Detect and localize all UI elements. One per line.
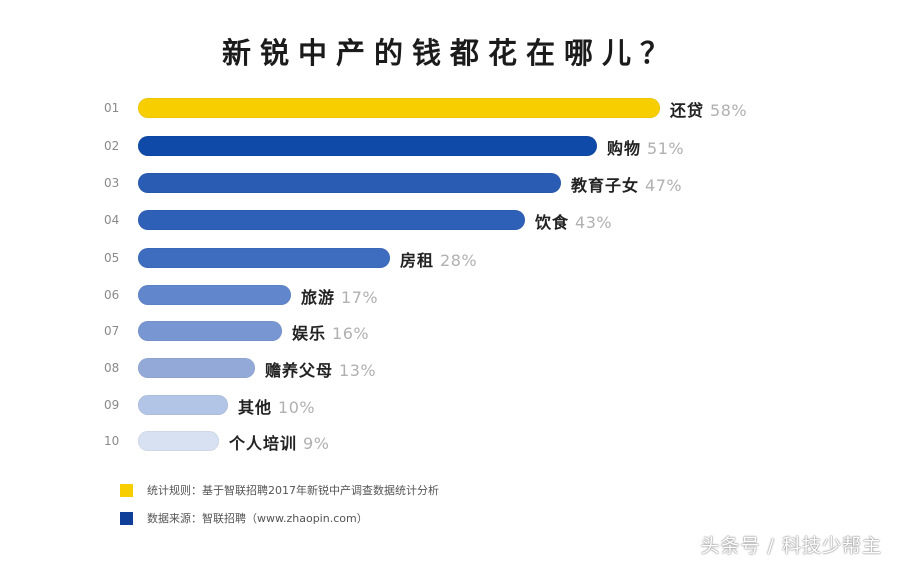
legend-item-rules: 统计规则：基于智联招聘2017年新锐中产调查数据统计分析 (120, 482, 439, 498)
category-label: 娱乐 16% (292, 320, 369, 344)
value-label: 17% (341, 288, 379, 307)
watermark: 头条号 / 科技少帮主 (700, 535, 882, 557)
value-label: 16% (332, 324, 370, 343)
bar-row: 10 个人培训 9% (0, 431, 900, 453)
bar (138, 285, 291, 305)
rank-label: 05 (104, 251, 120, 265)
category-name: 其他 (238, 398, 273, 417)
bar-row: 08 赡养父母 13% (0, 358, 900, 380)
category-name: 购物 (607, 139, 642, 158)
bar-row: 04 饮食 43% (0, 210, 900, 232)
category-name: 教育子女 (571, 176, 640, 195)
bar (138, 248, 390, 268)
value-label: 58% (710, 101, 748, 120)
chart-title: 新锐中产的钱都花在哪儿？ (221, 36, 678, 70)
rank-label: 04 (104, 213, 120, 227)
category-label: 教育子女 47% (571, 172, 682, 196)
bar-row: 02 购物 51% (0, 136, 900, 158)
legend-swatch-yellow (120, 483, 133, 497)
rank-label: 08 (104, 361, 120, 375)
bar (138, 98, 660, 118)
category-name: 饮食 (535, 213, 570, 232)
bar (138, 210, 525, 230)
legend-item-source: 数据来源：智联招聘（www.zhaopin.com） (120, 510, 368, 526)
bar-row: 03 教育子女 47% (0, 173, 900, 195)
category-name: 个人培训 (229, 434, 298, 453)
bar-row: 06 旅游 17% (0, 285, 900, 307)
legend-label: 数据来源：智联招聘（www.zhaopin.com） (147, 512, 368, 525)
category-label: 购物 51% (607, 135, 684, 159)
value-label: 10% (278, 398, 316, 417)
category-label: 其他 10% (238, 394, 315, 418)
bar (138, 173, 561, 193)
rank-label: 01 (104, 101, 120, 115)
bar-row: 09 其他 10% (0, 395, 900, 417)
rank-label: 07 (104, 324, 120, 338)
category-name: 娱乐 (292, 324, 327, 343)
bar-row: 07 娱乐 16% (0, 321, 900, 343)
bar-row: 01 还贷 58% (0, 98, 900, 120)
bar (138, 431, 219, 451)
category-label: 房租 28% (400, 247, 477, 271)
rank-label: 09 (104, 398, 120, 412)
category-label: 赡养父母 13% (265, 357, 376, 381)
category-name: 旅游 (301, 288, 336, 307)
value-label: 51% (647, 139, 685, 158)
bar-row: 05 房租 28% (0, 248, 900, 270)
legend-label: 统计规则：基于智联招聘2017年新锐中产调查数据统计分析 (147, 484, 439, 497)
rank-label: 02 (104, 139, 120, 153)
legend-swatch-blue (120, 511, 133, 525)
value-label: 47% (645, 176, 683, 195)
bar (138, 395, 228, 415)
rank-label: 06 (104, 288, 120, 302)
rank-label: 03 (104, 176, 120, 190)
value-label: 43% (575, 213, 613, 232)
category-name: 还贷 (670, 101, 705, 120)
rank-label: 10 (104, 434, 120, 448)
value-label: 13% (339, 361, 377, 380)
category-label: 还贷 58% (670, 97, 747, 121)
value-label: 28% (440, 251, 478, 270)
category-label: 饮食 43% (535, 209, 612, 233)
value-label: 9% (303, 434, 330, 453)
category-label: 旅游 17% (301, 284, 378, 308)
category-name: 房租 (400, 251, 435, 270)
bar (138, 321, 282, 341)
bar (138, 136, 597, 156)
category-name: 赡养父母 (265, 361, 334, 380)
bar (138, 358, 255, 378)
category-label: 个人培训 9% (229, 430, 329, 454)
